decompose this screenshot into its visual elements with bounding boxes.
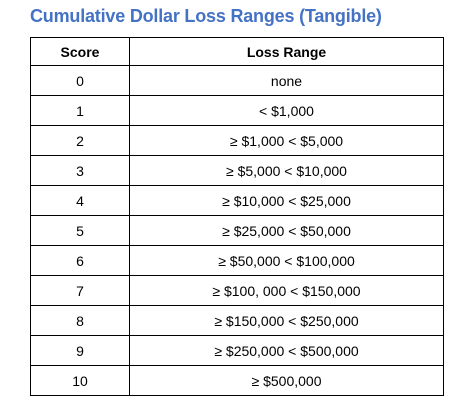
- table-row: 5 ≥ $25,000 < $50,000: [30, 215, 444, 246]
- table-row: 8 ≥ $150,000 < $250,000: [30, 305, 444, 336]
- score-cell: 0: [30, 65, 130, 96]
- table-row: 1 < $1,000: [30, 95, 444, 126]
- loss-range-cell: ≥ $100, 000 < $150,000: [129, 275, 444, 306]
- table-row: 3 ≥ $5,000 < $10,000: [30, 155, 444, 186]
- score-cell: 3: [30, 155, 130, 186]
- score-cell: 6: [30, 245, 130, 276]
- loss-range-cell: ≥ $150,000 < $250,000: [129, 305, 444, 336]
- loss-range-cell: ≥ $5,000 < $10,000: [129, 155, 444, 186]
- loss-range-cell: ≥ $250,000 < $500,000: [129, 335, 444, 366]
- score-cell: 10: [30, 365, 130, 396]
- table-row: 7 ≥ $100, 000 < $150,000: [30, 275, 444, 306]
- loss-range-table: Score Loss Range 0 none 1 < $1,000 2 ≥ $…: [30, 37, 444, 396]
- table-title: Cumulative Dollar Loss Ranges (Tangible): [30, 6, 382, 26]
- loss-range-cell: ≥ $25,000 < $50,000: [129, 215, 444, 246]
- table-row: 0 none: [30, 65, 444, 96]
- table-row: 6 ≥ $50,000 < $100,000: [30, 245, 444, 276]
- table-row: 2 ≥ $1,000 < $5,000: [30, 125, 444, 156]
- score-cell: 8: [30, 305, 130, 336]
- loss-range-cell: ≥ $50,000 < $100,000: [129, 245, 444, 276]
- loss-range-cell: ≥ $1,000 < $5,000: [129, 125, 444, 156]
- column-header-loss-range: Loss Range: [129, 37, 444, 66]
- score-cell: 2: [30, 125, 130, 156]
- loss-range-cell: none: [129, 65, 444, 96]
- loss-range-cell: ≥ $500,000: [129, 365, 444, 396]
- score-cell: 1: [30, 95, 130, 126]
- loss-range-cell: < $1,000: [129, 95, 444, 126]
- header-row: Score Loss Range: [30, 37, 444, 66]
- column-header-score: Score: [30, 37, 130, 66]
- table-row: 10 ≥ $500,000: [30, 365, 444, 396]
- table-row: 4 ≥ $10,000 < $25,000: [30, 185, 444, 216]
- score-cell: 5: [30, 215, 130, 246]
- score-cell: 9: [30, 335, 130, 366]
- loss-range-cell: ≥ $10,000 < $25,000: [129, 185, 444, 216]
- table-row: 9 ≥ $250,000 < $500,000: [30, 335, 444, 366]
- score-cell: 4: [30, 185, 130, 216]
- score-cell: 7: [30, 275, 130, 306]
